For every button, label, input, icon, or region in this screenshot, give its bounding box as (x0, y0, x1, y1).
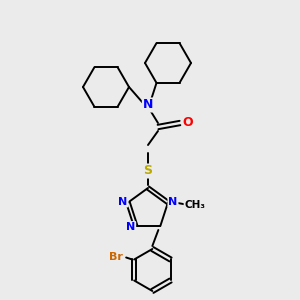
Text: N: N (126, 222, 135, 232)
Text: S: S (143, 164, 152, 178)
Text: O: O (183, 116, 193, 130)
Text: N: N (143, 98, 153, 112)
Text: N: N (168, 196, 178, 206)
Text: CH₃: CH₃ (184, 200, 206, 209)
Text: Br: Br (109, 253, 123, 262)
Text: N: N (118, 196, 128, 206)
